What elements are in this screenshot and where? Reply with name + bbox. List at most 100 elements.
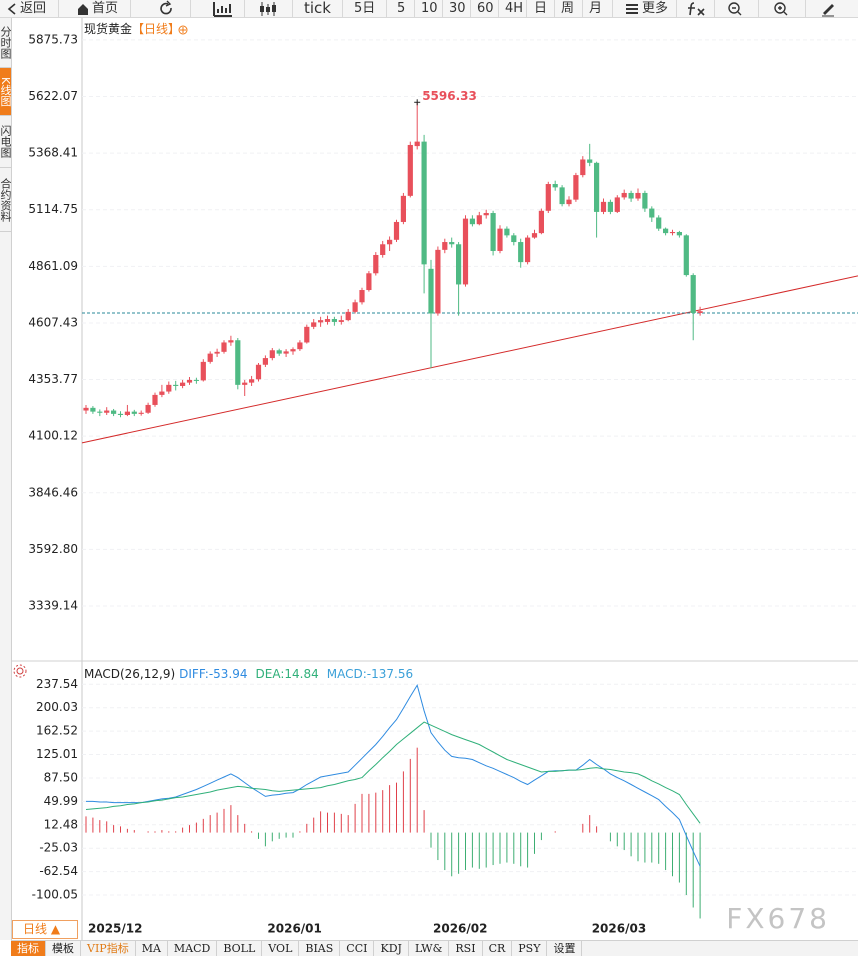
sidebar-tab[interactable]: 闪电图	[0, 116, 11, 168]
candle-body	[297, 342, 303, 350]
candle-body	[255, 364, 262, 380]
draw-icon[interactable]	[820, 0, 836, 18]
candle-body	[511, 235, 517, 243]
indicator-bar: 指标 模板 VIP指标 MA MACD BOLL VOL BIAS CCI KDJ LW& RSI CR…	[11, 940, 858, 956]
zoom-in-icon[interactable]	[773, 0, 789, 18]
more-button[interactable]: 更多	[642, 1, 669, 16]
period-button[interactable]: 5日	[354, 1, 376, 16]
period-button[interactable]: 月	[589, 1, 603, 16]
candle-body	[214, 351, 220, 354]
candle-body	[173, 384, 179, 386]
x-tick-label: 2026/03	[592, 922, 646, 936]
candle-body	[600, 201, 607, 212]
legend-name: DEA:	[256, 667, 285, 681]
candle-body	[566, 199, 572, 205]
candle-body	[559, 187, 565, 205]
macd-legend: MACD(26,12,9) DIFF:-53.94 DEA:14.84 MACD:-1…	[84, 667, 413, 681]
candle-body	[421, 141, 427, 265]
candle-body	[145, 404, 151, 413]
back-icon[interactable]	[6, 0, 18, 18]
indicator-tab[interactable]: BOLL	[217, 941, 263, 956]
candle-body	[242, 382, 248, 385]
sidebar: 分时图 K线图 闪电图 合约资料	[0, 18, 12, 940]
candle-body	[587, 159, 593, 163]
candle-icon[interactable]	[258, 0, 280, 18]
menu-icon[interactable]	[624, 0, 640, 18]
sidebar-tab[interactable]: K线图	[0, 68, 11, 116]
y-tick-label: 5114.75	[28, 202, 78, 216]
y-tick-label: 200.03	[36, 700, 78, 714]
candle-body	[345, 311, 351, 321]
indicator-tab[interactable]: MA	[136, 941, 168, 956]
period-button[interactable]: 4H	[505, 1, 524, 16]
max-label: 5596.33	[422, 89, 477, 103]
y-tick-label: 125.01	[36, 747, 78, 761]
back-button[interactable]: 返回	[20, 1, 47, 16]
candle-body	[456, 244, 462, 285]
y-tick-label: 3339.14	[28, 598, 78, 612]
x-tick-label: 2026/02	[433, 922, 487, 936]
indicator-tab[interactable]: MACD	[168, 941, 218, 956]
candle-body	[545, 184, 551, 211]
indicator-tab[interactable]: CR	[483, 941, 513, 956]
period-selector[interactable]: 日线 ▲	[12, 920, 78, 939]
period-button[interactable]: 5	[397, 1, 406, 16]
add-icon[interactable]	[178, 25, 188, 35]
candle-body	[111, 410, 117, 414]
y-tick-label: -25.03	[39, 841, 78, 855]
candle-body	[283, 351, 289, 354]
x-tick-label: 2025/12	[88, 922, 142, 936]
indicator-tab[interactable]: VIP指标	[81, 941, 136, 956]
indicator-tab[interactable]: PSY	[512, 941, 548, 956]
candle-body	[614, 197, 620, 212]
y-tick-label: 4607.43	[28, 315, 78, 329]
candle-body	[352, 302, 358, 312]
y-tick-label: 4861.09	[28, 259, 78, 273]
period-button[interactable]: 30	[449, 1, 466, 16]
grid	[82, 39, 858, 896]
formula-icon[interactable]	[686, 0, 708, 18]
settings-icon[interactable]	[13, 664, 27, 678]
candle-body	[138, 412, 144, 414]
candle-body	[476, 215, 482, 225]
candle-body	[331, 319, 337, 322]
indicator-tab[interactable]: RSI	[449, 941, 483, 956]
zoom-out-icon[interactable]	[727, 0, 743, 18]
period-button[interactable]: 10	[421, 1, 438, 16]
candle-body	[697, 311, 703, 314]
candle-body	[207, 353, 213, 362]
candle-body	[262, 358, 268, 365]
indicator-tab[interactable]: LW&	[409, 941, 450, 956]
candle-body	[318, 320, 324, 323]
legend-name: DIFF:	[179, 667, 209, 681]
candle-body	[186, 379, 193, 383]
candle-body	[276, 350, 282, 354]
candle-body	[449, 242, 455, 245]
indicator-tab[interactable]: KDJ	[374, 941, 409, 956]
y-tick-label: -62.54	[39, 864, 78, 878]
period-button[interactable]: 周	[561, 1, 575, 16]
candle-body	[97, 411, 103, 413]
refresh-icon[interactable]	[158, 0, 174, 18]
indicator-tab[interactable]: 设置	[547, 941, 583, 956]
home-icon[interactable]	[76, 0, 90, 18]
sidebar-tab[interactable]: 分时图	[0, 18, 11, 68]
candle-body	[228, 340, 234, 343]
indicator-tab[interactable]: 模板	[46, 941, 81, 956]
period-button[interactable]: 60	[477, 1, 494, 16]
candle-body	[249, 379, 255, 383]
home-button[interactable]: 首页	[92, 1, 119, 16]
indicator-tab[interactable]: 指标	[11, 941, 46, 956]
legend-value: 14.84	[284, 667, 318, 681]
indicator-tab[interactable]: CCI	[340, 941, 375, 956]
indicator-tab[interactable]: BIAS	[299, 941, 341, 956]
indicator-tab[interactable]: VOL	[262, 941, 300, 956]
chart-type-icon[interactable]	[212, 0, 234, 18]
period-button[interactable]: tick	[304, 0, 331, 17]
chart-subtitle: 【日线】	[132, 22, 180, 36]
sidebar-tab[interactable]: 合约资料	[0, 168, 11, 232]
y-tick-label: 87.50	[44, 770, 78, 784]
candle-body	[304, 326, 310, 343]
period-button[interactable]: 日	[534, 1, 548, 16]
